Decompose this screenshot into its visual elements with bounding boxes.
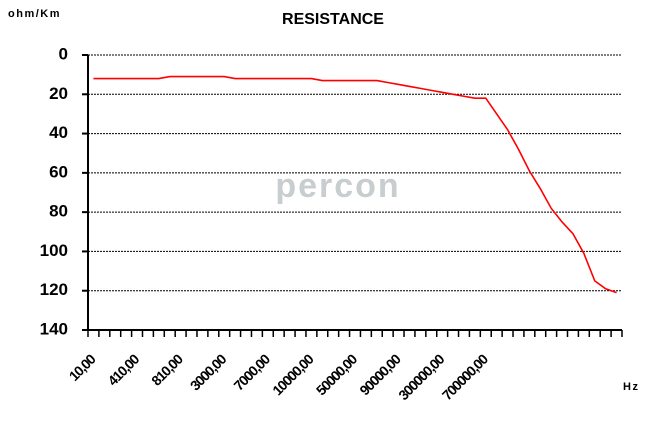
- x-tick-label: 410,00: [104, 351, 142, 389]
- x-axis-label: Hz: [623, 381, 639, 393]
- x-tick-label: 7000,00: [230, 351, 273, 394]
- x-tick-label: 10,00: [66, 351, 99, 384]
- y-tick-label: 100: [40, 241, 68, 260]
- y-tick-label: 40: [49, 123, 68, 142]
- x-tick-label: 50000,00: [313, 351, 361, 399]
- x-tick-label: 10000,00: [269, 351, 317, 399]
- y-axis-label: ohm/Km: [8, 8, 61, 20]
- x-tick-label: 3000,00: [187, 351, 230, 394]
- x-tick-label: 810,00: [148, 351, 186, 389]
- x-tick-label: 700000,00: [439, 351, 492, 404]
- y-tick-label: 140: [40, 319, 68, 338]
- y-tick-label: 0: [59, 44, 68, 63]
- y-tick-label: 60: [49, 162, 68, 181]
- y-tick-label: 20: [49, 84, 68, 103]
- chart-title: RESISTANCE: [282, 11, 384, 28]
- y-tick-label: 80: [49, 202, 68, 221]
- x-tick-label: 300000,00: [395, 351, 448, 404]
- y-tick-label: 120: [40, 280, 68, 299]
- data-line: [93, 75, 617, 294]
